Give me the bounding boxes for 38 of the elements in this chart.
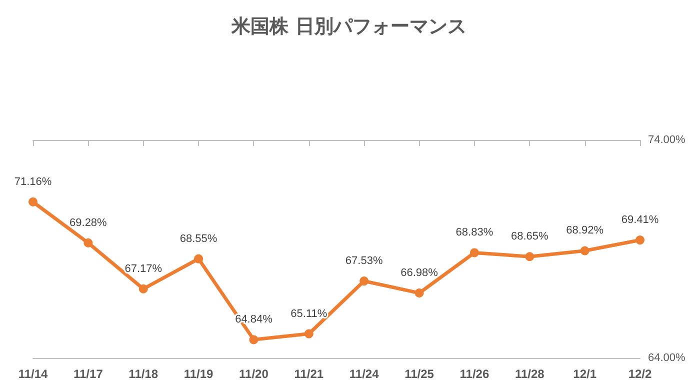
point [414, 288, 424, 298]
point [194, 254, 204, 264]
x-tick-label: 11/19 [184, 367, 214, 381]
data-label: 71.16% [14, 176, 52, 188]
x-tick-label: 11/28 [514, 367, 545, 381]
x-tick-label: 12/1 [573, 367, 597, 381]
data-label: 68.55% [180, 232, 218, 245]
data-label: 68.83% [456, 226, 494, 239]
point [360, 276, 369, 286]
x-tick-label: 11/20 [239, 367, 269, 381]
point [28, 197, 38, 206]
x-tick-label: 11/26 [460, 367, 490, 381]
data-label: 68.92% [566, 224, 604, 237]
chart-title: 米国株 日別パフォーマンス [230, 16, 466, 38]
data-label: 67.53% [345, 255, 383, 268]
data-label: 69.41% [621, 214, 659, 226]
x-tick-label: 11/18 [128, 367, 158, 381]
data-label: 67.17% [124, 262, 162, 275]
x-tick-label: 11/25 [404, 367, 434, 381]
point [580, 246, 590, 256]
point [249, 335, 258, 344]
x-tick-label: 11/17 [73, 367, 104, 381]
data-label: 68.65% [510, 230, 549, 243]
y-tick-label: 64.00% [648, 352, 686, 364]
data-label: 65.11% [290, 308, 328, 320]
y-tick-label: 74.00% [648, 134, 686, 146]
point [84, 238, 93, 248]
point [138, 284, 148, 294]
x-tick-label: 11/14 [18, 367, 48, 381]
point [636, 236, 644, 245]
point [304, 329, 314, 338]
point [525, 252, 534, 262]
x-tick-label: 11/24 [349, 367, 380, 381]
point [470, 248, 479, 258]
x-tick-label: 12/2 [628, 367, 652, 381]
x-tick-label: 11/21 [294, 367, 324, 381]
data-label: 66.98% [400, 267, 438, 280]
data-label: 69.28% [70, 216, 108, 229]
